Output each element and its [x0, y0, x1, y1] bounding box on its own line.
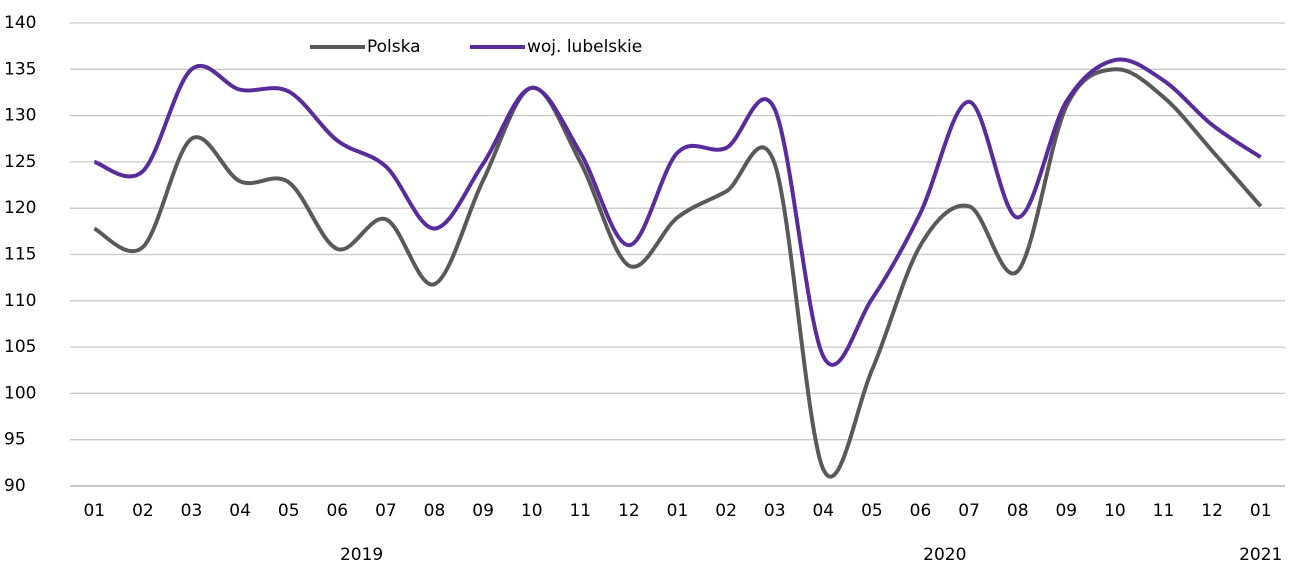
- y-tick-label: 90: [4, 476, 26, 496]
- x-tick-label: 01: [83, 501, 105, 521]
- x-tick-label: 04: [229, 501, 251, 521]
- series-line: [93, 57, 1262, 367]
- x-tick-label: 02: [715, 501, 737, 521]
- x-tick-label: 10: [1104, 501, 1126, 521]
- y-tick-label: 115: [4, 245, 36, 265]
- y-tick-label: 105: [4, 337, 36, 357]
- x-tick-label: 12: [1201, 501, 1223, 521]
- legend-label: Polska: [367, 37, 421, 57]
- x-tick-label: 06: [910, 501, 932, 521]
- x-tick-label: 02: [132, 501, 154, 521]
- x-tick-label: 04: [812, 501, 834, 521]
- x-tick-label: 10: [521, 501, 543, 521]
- x-tick-label: 01: [1250, 501, 1272, 521]
- x-group-label: 2020: [923, 545, 966, 565]
- x-tick-label: 11: [1153, 501, 1175, 521]
- x-tick-label: 08: [424, 501, 446, 521]
- x-tick-label: 09: [1055, 501, 1077, 521]
- x-tick-label: 11: [569, 501, 591, 521]
- x-tick-label: 03: [181, 501, 203, 521]
- x-tick-label: 01: [667, 501, 689, 521]
- y-tick-label: 135: [4, 59, 36, 79]
- y-tick-label: 110: [4, 291, 36, 311]
- x-tick-label: 09: [472, 501, 494, 521]
- legend-label: woj. lubelskie: [527, 37, 642, 57]
- x-tick-label: 03: [764, 501, 786, 521]
- x-tick-label: 12: [618, 501, 640, 521]
- series-line: [93, 67, 1263, 479]
- y-tick-label: 95: [4, 430, 26, 450]
- y-tick-label: 125: [4, 152, 36, 172]
- x-tick-label: 07: [375, 501, 397, 521]
- y-tick-label: 100: [4, 383, 36, 403]
- x-tick-label: 06: [326, 501, 348, 521]
- x-tick-label: 07: [958, 501, 980, 521]
- y-tick-label: 120: [4, 198, 36, 218]
- x-tick-label: 05: [278, 501, 300, 521]
- y-tick-label: 130: [4, 106, 36, 126]
- y-tick-label: 140: [4, 13, 36, 33]
- x-group-label: 2019: [340, 545, 383, 565]
- x-tick-label: 08: [1007, 501, 1029, 521]
- x-tick-label: 05: [861, 501, 883, 521]
- x-group-label: 2021: [1239, 545, 1282, 565]
